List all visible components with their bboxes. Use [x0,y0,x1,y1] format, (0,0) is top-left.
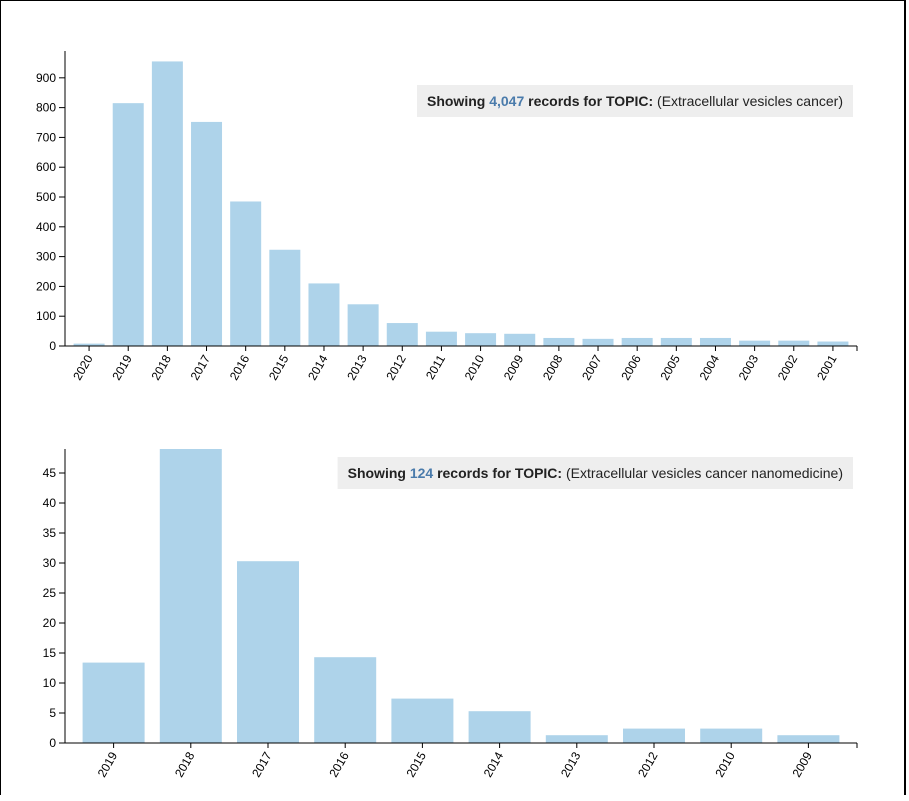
banner-prefix: Showing [348,465,410,481]
y-tick-label: 30 [43,556,57,570]
bar-2005 [660,337,692,346]
bar-2016 [314,657,377,743]
bar-2008 [543,337,575,346]
record-count-banner: Showing 4,047 records for TOPIC: (Extrac… [427,93,843,109]
y-tick-label: 400 [36,220,56,234]
x-tick-label-2014: 2014 [305,352,331,382]
y-tick-label: 0 [49,736,56,750]
bar-2012 [386,323,418,346]
y-tick-label: 10 [43,676,57,690]
y-tick-label: 35 [43,526,57,540]
chart-publications-all: Showing 4,047 records for TOPIC: (Extrac… [36,51,858,383]
record-count-banner-bg [416,85,853,117]
bar-2011 [425,331,457,346]
banner-query: (Extracellular vesicles cancer) [653,93,843,109]
bar-2002 [778,340,810,346]
x-tick-label-2017: 2017 [249,749,275,779]
x-tick-label-2010: 2010 [462,352,488,382]
bar-2019 [82,662,145,743]
x-tick-label-2016: 2016 [326,749,352,779]
x-tick-label-2017: 2017 [188,352,214,382]
x-tick-label-2013: 2013 [344,352,370,382]
x-tick-label-2019: 2019 [95,749,121,779]
x-tick-label-2008: 2008 [540,352,566,382]
bar-2019 [112,103,144,347]
bar-2004 [699,337,731,346]
x-tick-label-2004: 2004 [697,352,723,382]
banner-count: 124 [410,465,434,481]
y-tick-label: 40 [43,496,57,510]
y-tick-label: 700 [36,130,56,144]
x-tick-label-2012: 2012 [635,749,661,779]
bar-2012 [623,728,685,743]
x-tick-label-2007: 2007 [579,352,605,382]
x-tick-label-2019: 2019 [109,352,135,382]
bar-2015 [391,698,454,743]
bar-2010 [465,333,497,346]
banner-topic-label: TOPIC: [606,93,653,109]
x-tick-label-2011: 2011 [423,352,448,382]
x-tick-label-2014: 2014 [481,749,507,779]
bar-2015 [269,249,301,346]
y-tick-label: 25 [43,586,57,600]
bar-2018 [151,61,183,347]
x-tick-label-2009: 2009 [790,749,816,779]
banner-mid: records for [524,93,606,109]
x-tick-label-2012: 2012 [383,352,409,382]
x-tick-label-2018: 2018 [148,352,174,382]
x-tick-label-2003: 2003 [736,352,762,382]
bar-2007 [582,338,614,346]
x-tick-label-2006: 2006 [618,352,644,382]
bar-2006 [621,337,653,346]
x-tick-label-2010: 2010 [712,749,738,779]
bar-2018 [159,449,222,743]
y-tick-label: 0 [49,339,56,353]
y-tick-label: 900 [36,71,56,85]
banner-count: 4,047 [489,93,524,109]
record-count-banner: Showing 124 records for TOPIC: (Extracel… [348,465,843,481]
y-tick-label: 500 [36,190,56,204]
bar-2014 [308,283,340,346]
y-tick-label: 20 [43,616,57,630]
record-count-banner-bg [337,457,853,489]
bar-2009 [504,333,536,346]
bar-2013 [347,304,379,346]
bar-2001 [817,341,849,346]
bar-2017 [191,121,223,346]
y-tick-label: 100 [36,309,56,323]
chart-publications-nanomedicine: Showing 124 records for TOPIC: (Extracel… [43,449,858,780]
banner-mid: records for [433,465,515,481]
bar-2014 [468,711,531,743]
x-tick-label-2020: 2020 [70,352,96,382]
y-tick-label: 800 [36,101,56,115]
x-tick-label-2005: 2005 [657,352,683,382]
y-tick-label: 5 [49,706,56,720]
x-tick-label-2009: 2009 [501,352,527,382]
x-tick-label-2001: 2001 [814,352,840,382]
x-tick-label-2015: 2015 [266,352,292,382]
banner-topic-label: TOPIC: [515,465,562,481]
bar-2003 [739,340,771,346]
bar-2016 [230,201,262,346]
x-tick-label-2016: 2016 [227,352,253,382]
bar-2009 [777,735,840,743]
bar-2020 [73,343,105,346]
x-tick-label-2013: 2013 [558,749,584,779]
y-tick-label: 45 [43,466,57,480]
banner-prefix: Showing [427,93,489,109]
x-tick-label-2015: 2015 [404,749,430,779]
banner-query: (Extracellular vesicles cancer nanomedic… [562,465,843,481]
bar-2013 [545,735,608,743]
y-tick-label: 15 [43,646,57,660]
y-tick-label: 200 [36,279,56,293]
x-tick-label-2018: 2018 [172,749,198,779]
y-tick-label: 600 [36,160,56,174]
bar-2010 [700,728,763,743]
x-tick-label-2002: 2002 [775,352,801,382]
bar-2017 [237,561,299,743]
y-tick-label: 300 [36,250,56,264]
